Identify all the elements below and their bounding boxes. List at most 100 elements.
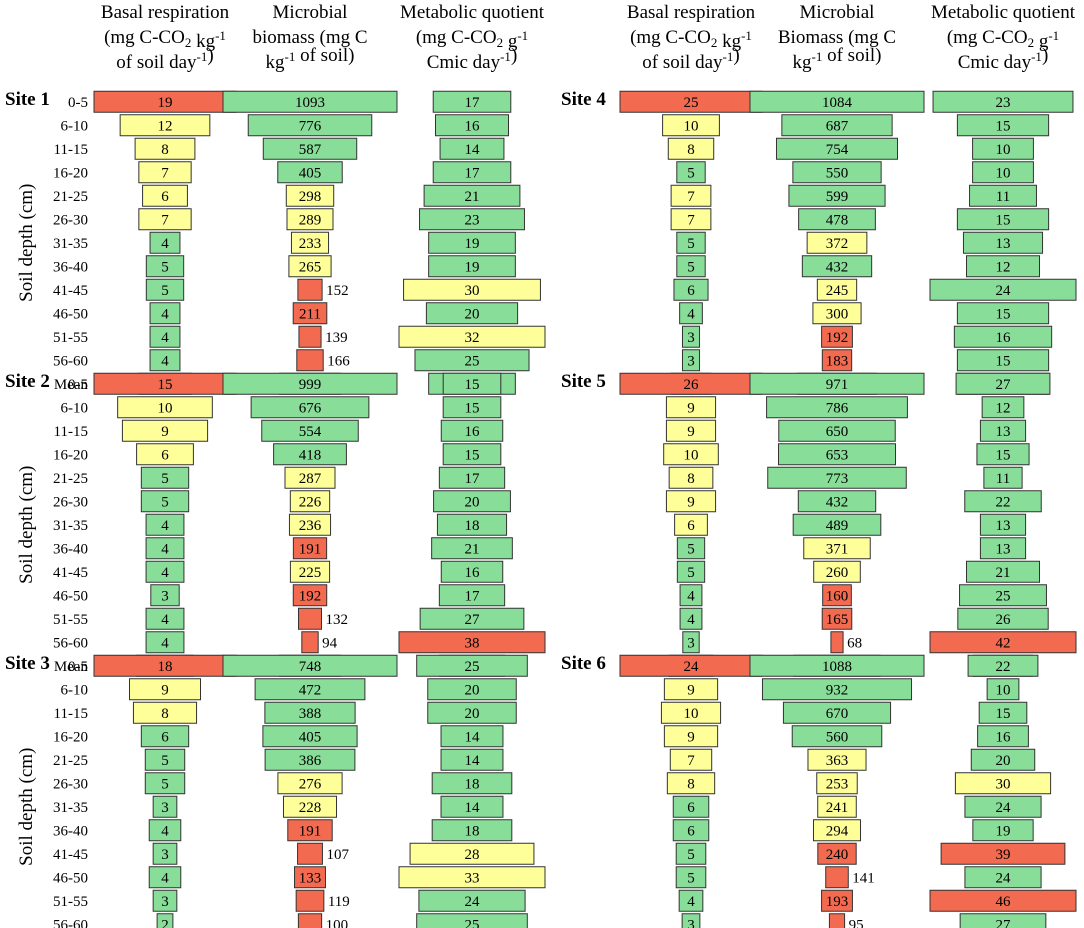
value-label-site-2-biomass-5: 226 <box>299 494 322 510</box>
bar-site-1-basal-6 <box>149 231 181 254</box>
bar-site-1-quotient-4 <box>423 184 521 207</box>
value-label-site-4-quotient-10: 16 <box>996 330 1012 346</box>
value-label-site-6-quotient-1: 10 <box>996 682 1011 698</box>
bar-site-1-biomass-9 <box>292 302 328 325</box>
value-label-site-3-quotient-3: 14 <box>465 729 481 745</box>
bar-site-3-biomass-8 <box>297 842 323 865</box>
value-label-site-5-quotient-8: 21 <box>996 565 1011 581</box>
bar-site-6-biomass-6 <box>817 795 857 818</box>
column-headers: Basal respiration(mg C-CO2 kg-1of soil d… <box>101 2 1076 73</box>
bar-site-5-quotient-2 <box>979 419 1027 442</box>
bar-site-2-quotient-3 <box>442 443 502 466</box>
bar-site-2-basal-9 <box>150 584 180 607</box>
value-label-site-4-basal-9: 4 <box>687 306 695 322</box>
panel-site-6: Site 62491097866554381088932670560363253… <box>561 653 1077 928</box>
value-label-site-2-biomass-6: 236 <box>299 518 322 534</box>
bar-site-4-basal-5 <box>670 208 712 231</box>
value-label-site-1-quotient-6: 19 <box>465 236 480 252</box>
value-label-site-2-quotient-8: 16 <box>465 565 481 581</box>
depth-label-site-3-9: 46-50 <box>53 870 88 886</box>
value-label-site-6-quotient-10: 46 <box>996 894 1012 910</box>
value-label-site-3-quotient-6: 14 <box>465 800 481 816</box>
bar-site-3-basal-9 <box>148 866 182 889</box>
depth-label-site-2-0: 0-5 <box>68 377 88 393</box>
depth-label-site-2-3: 16-20 <box>53 447 88 463</box>
bar-site-5-quotient-9 <box>959 584 1047 607</box>
value-label-site-2-basal-6: 4 <box>161 518 169 534</box>
value-label-site-2-basal-2: 9 <box>161 424 169 440</box>
value-label-site-4-biomass-0: 1084 <box>822 95 853 111</box>
value-label-site-4-quotient-2: 10 <box>996 142 1011 158</box>
value-label-site-4-basal-8: 6 <box>687 283 695 299</box>
bar-site-2-basal-2 <box>121 419 209 442</box>
depth-label-site-1-3: 16-20 <box>53 165 88 181</box>
value-label-site-5-biomass-9: 160 <box>826 588 849 604</box>
value-label-site-3-biomass-11: 100 <box>326 917 349 928</box>
depth-label-site-2-9: 46-50 <box>53 588 88 604</box>
bar-site-4-biomass-11 <box>821 349 853 372</box>
bar-site-6-quotient-10 <box>929 889 1077 912</box>
value-label-site-1-biomass-1: 776 <box>299 118 322 134</box>
bar-site-5-biomass-5 <box>797 490 877 513</box>
depth-label-site-1-4: 21-25 <box>53 189 88 205</box>
bar-site-3-biomass-9 <box>294 866 326 889</box>
value-label-site-1-biomass-8: 152 <box>326 283 349 299</box>
value-label-site-2-biomass-4: 287 <box>299 471 322 487</box>
value-label-site-5-basal-8: 5 <box>687 565 695 581</box>
value-label-site-2-basal-1: 10 <box>158 400 173 416</box>
depth-label-site-2-12: Mean <box>54 659 89 675</box>
value-label-site-1-biomass-3: 405 <box>299 165 322 181</box>
value-label-site-5-basal-6: 6 <box>687 518 695 534</box>
bar-site-5-quotient-0 <box>955 372 1051 395</box>
depth-label-site-3-2: 11-15 <box>54 706 88 722</box>
bar-site-1-basal-4 <box>142 184 188 207</box>
value-label-site-5-basal-7: 5 <box>687 541 695 557</box>
bar-site-1-basal-8 <box>145 278 185 301</box>
bar-site-6-biomass-3 <box>791 725 883 748</box>
value-label-site-1-quotient-11: 25 <box>465 353 480 369</box>
value-label-site-4-biomass-6: 372 <box>826 236 849 252</box>
bar-site-2-basal-8 <box>145 560 185 583</box>
header-left-quotient-line-3: Cmic day-1) <box>427 45 518 73</box>
bar-site-2-quotient-9 <box>438 584 506 607</box>
value-label-site-2-biomass-3: 418 <box>299 447 322 463</box>
value-label-site-1-basal-11: 4 <box>161 353 169 369</box>
depth-label-site-3-4: 21-25 <box>53 753 88 769</box>
value-label-site-5-quotient-2: 13 <box>996 424 1011 440</box>
bar-site-6-quotient-9 <box>964 866 1042 889</box>
panel-site-2: Site 2 Soil depth (cm) 0-5 6-10 11-15 16-20 21… <box>5 371 546 677</box>
bar-site-5-biomass-9 <box>822 584 852 607</box>
bar-site-4-biomass-6 <box>806 231 868 254</box>
value-label-site-5-quotient-6: 13 <box>996 518 1011 534</box>
bar-site-5-basal-1 <box>665 396 717 419</box>
bar-site-3-basal-8 <box>152 842 178 865</box>
value-label-site-5-quotient-4: 11 <box>996 471 1010 487</box>
header-left-basal-line-2: (mg C-CO2 kg-1 <box>104 27 226 52</box>
value-label-site-3-biomass-5: 276 <box>299 776 322 792</box>
bar-site-5-quotient-11 <box>929 631 1077 654</box>
bar-site-3-quotient-9 <box>398 866 546 889</box>
bar-site-2-quotient-1 <box>442 396 502 419</box>
bar-site-5-basal-9 <box>679 584 703 607</box>
depth-label-site-1-6: 31-35 <box>53 236 88 252</box>
value-label-site-1-quotient-3: 17 <box>465 165 481 181</box>
bar-site-1-quotient-10 <box>398 325 546 348</box>
panel-site-4: Site 42510857755643371084687754550599478… <box>561 89 1077 395</box>
value-label-site-3-basal-1: 9 <box>161 682 169 698</box>
value-label-site-3-quotient-9: 33 <box>465 870 480 886</box>
bar-site-1-quotient-9 <box>425 302 519 325</box>
bar-site-4-quotient-0 <box>932 90 1074 113</box>
value-label-site-3-basal-8: 3 <box>161 847 169 863</box>
bar-site-4-quotient-3 <box>972 161 1034 184</box>
depth-label-site-2-2: 11-15 <box>54 424 88 440</box>
bar-site-6-quotient-11 <box>959 913 1047 928</box>
bar-site-6-quotient-2 <box>978 701 1028 724</box>
value-label-site-3-basal-10: 3 <box>161 894 169 910</box>
value-label-site-3-biomass-10: 119 <box>328 894 350 910</box>
bar-site-1-biomass-0 <box>222 90 398 113</box>
value-label-site-4-basal-11: 3 <box>687 353 695 369</box>
bar-site-1-basal-1 <box>119 114 211 137</box>
bar-site-4-quotient-10 <box>953 325 1053 348</box>
value-label-site-3-biomass-1: 472 <box>299 682 322 698</box>
bar-site-4-biomass-2 <box>775 137 899 160</box>
